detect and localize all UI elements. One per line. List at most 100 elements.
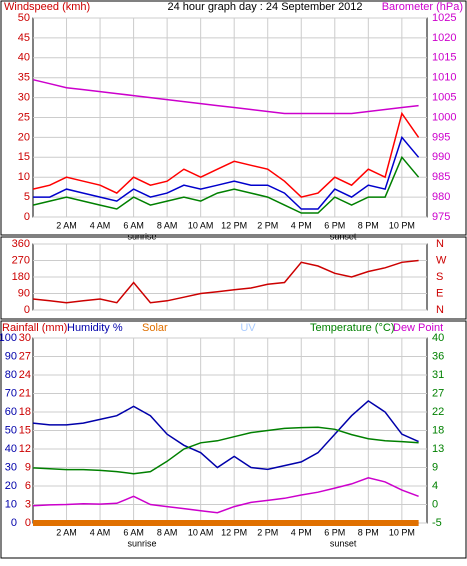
- y-tick-label: 35: [18, 72, 30, 84]
- legend-label: UV: [240, 322, 256, 334]
- y2-tick-label: 13: [432, 443, 444, 455]
- y2-tick-label: 31: [432, 369, 444, 381]
- y3-tick-label: 18: [19, 406, 31, 418]
- y2-axis-label: Barometer (hPa): [382, 1, 463, 13]
- panel-frame: [0, 236, 467, 320]
- y-tick-label: 0: [24, 211, 30, 223]
- y-tick-label: 90: [18, 287, 30, 299]
- x-tick-label: 2 AM: [56, 527, 77, 537]
- y3-tick-label: 9: [25, 461, 31, 473]
- legend-label: Rainfall (mm): [2, 322, 67, 334]
- y-tick-label: 180: [12, 271, 30, 283]
- x-tick-label: 10 AM: [188, 527, 214, 537]
- y2-tick-label: 27: [432, 387, 444, 399]
- y3-tick-label: 6: [25, 480, 31, 492]
- series-line: [32, 259, 419, 304]
- x-tick-label: 2 PM: [257, 220, 278, 230]
- y2-tick-label: 22: [432, 406, 444, 418]
- y2-tick-label: 1020: [432, 32, 456, 44]
- y3-tick-label: 30: [19, 332, 31, 344]
- y-tick-label: 270: [12, 254, 30, 266]
- x-tick-label: 4 AM: [90, 220, 111, 230]
- y2-tick-label: 4: [432, 480, 438, 492]
- series-line: [32, 477, 419, 514]
- y3-tick-label: 24: [19, 369, 31, 381]
- x-tick-label: 4 PM: [291, 220, 312, 230]
- x-tick-label: 10 AM: [188, 220, 214, 230]
- y-tick-label: 40: [5, 443, 17, 455]
- y3-tick-label: 27: [19, 350, 31, 362]
- y2-tick-label: 0: [432, 498, 438, 510]
- x-tick-label: 6 PM: [324, 220, 345, 230]
- x-tick-label: 6 PM: [324, 527, 345, 537]
- y-tick-label: 25: [18, 111, 30, 123]
- y3-tick-label: 12: [19, 443, 31, 455]
- sun-label: sunset: [330, 231, 357, 241]
- legend-label: Solar: [142, 322, 168, 334]
- x-tick-label: 12 PM: [221, 527, 247, 537]
- y3-tick-label: 3: [25, 498, 31, 510]
- y-tick-label: 30: [5, 461, 17, 473]
- x-tick-label: 12 PM: [221, 220, 247, 230]
- legend-label: Temperature (°C): [310, 322, 394, 334]
- series-line: [32, 78, 419, 115]
- chart-title: 24 hour graph day : 24 September 2012: [167, 1, 362, 13]
- y2-tick-label: 975: [432, 211, 450, 223]
- y2-tick-label: 9: [432, 461, 438, 473]
- y-tick-label: 50: [5, 424, 17, 436]
- y-tick-label: 50: [18, 12, 30, 24]
- y3-tick-label: 15: [19, 424, 31, 436]
- y2-tick-label: 1010: [432, 72, 456, 84]
- y-tick-label: 60: [5, 406, 17, 418]
- x-tick-label: 6 AM: [123, 527, 144, 537]
- y-axis-label: Windspeed (kmh): [4, 1, 90, 13]
- y-tick-label: 10: [18, 171, 30, 183]
- y-tick-label: 10: [5, 498, 17, 510]
- y2-tick-label: 980: [432, 191, 450, 203]
- y2-tick-label: 40: [432, 332, 444, 344]
- y-tick-label: 70: [5, 387, 17, 399]
- series-line: [32, 399, 419, 471]
- y-tick-label: 20: [5, 480, 17, 492]
- y3-tick-label: 0: [25, 517, 31, 529]
- y2-tick-label: N: [436, 304, 444, 316]
- x-tick-label: 8 PM: [358, 527, 379, 537]
- series-line: [32, 155, 420, 214]
- panel-frame: [0, 0, 467, 236]
- y2-tick-label: 36: [432, 350, 444, 362]
- legend-label: Dew Point: [393, 322, 443, 334]
- y2-tick-label: 1000: [432, 111, 456, 123]
- y-tick-label: 360: [12, 238, 30, 250]
- x-tick-label: 2 PM: [257, 527, 278, 537]
- x-tick-label: 2 AM: [56, 220, 77, 230]
- x-tick-label: 10 PM: [389, 220, 415, 230]
- series-line: [32, 111, 420, 198]
- panel-frame: [0, 320, 467, 559]
- y-tick-label: 0: [11, 517, 17, 529]
- x-tick-label: 4 PM: [291, 527, 312, 537]
- y2-tick-label: -5: [432, 517, 442, 529]
- y-tick-label: 0: [24, 304, 30, 316]
- y2-tick-label: 990: [432, 151, 450, 163]
- sun-label: sunrise: [127, 538, 156, 548]
- y3-tick-label: 21: [19, 387, 31, 399]
- x-tick-label: 8 PM: [358, 220, 379, 230]
- y2-tick-label: 985: [432, 171, 450, 183]
- series-line: [33, 135, 420, 210]
- sun-label: sunrise: [127, 231, 156, 241]
- x-tick-label: 6 AM: [123, 220, 144, 230]
- y-tick-label: 20: [18, 131, 30, 143]
- y-tick-label: 40: [18, 52, 30, 64]
- y-tick-label: 100: [0, 332, 17, 344]
- y-tick-label: 45: [18, 32, 30, 44]
- y2-tick-label: N: [436, 238, 444, 250]
- y2-tick-label: 1025: [432, 12, 456, 24]
- y2-tick-label: 1005: [432, 92, 456, 104]
- y-tick-label: 15: [18, 151, 30, 163]
- x-tick-label: 10 PM: [389, 527, 415, 537]
- y2-tick-label: S: [436, 271, 443, 283]
- y-tick-label: 30: [18, 92, 30, 104]
- y-tick-label: 90: [5, 350, 17, 362]
- x-tick-label: 8 AM: [157, 220, 178, 230]
